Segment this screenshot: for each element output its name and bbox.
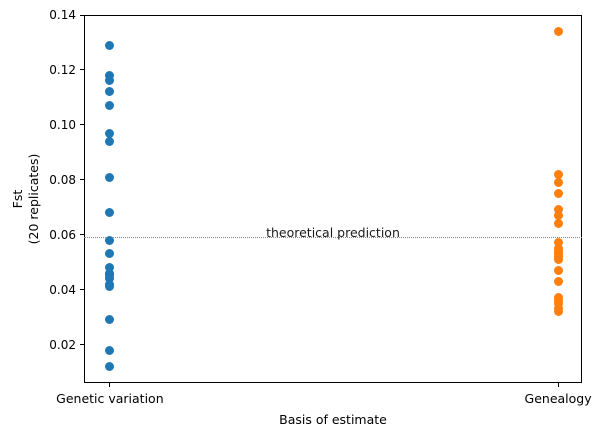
y-tick-label: 0.10 bbox=[49, 117, 76, 132]
data-point bbox=[553, 26, 563, 36]
data-point bbox=[553, 265, 563, 275]
data-point bbox=[105, 315, 115, 325]
data-point bbox=[553, 205, 563, 215]
data-point bbox=[553, 219, 563, 229]
data-point bbox=[105, 282, 115, 292]
data-point bbox=[105, 128, 115, 138]
data-point bbox=[553, 210, 563, 220]
y-tick-label: 0.12 bbox=[49, 62, 76, 77]
data-point bbox=[105, 136, 115, 146]
data-point bbox=[553, 276, 563, 286]
y-tick-mark bbox=[80, 344, 84, 346]
y-tick-mark bbox=[80, 234, 84, 236]
y-tick-mark bbox=[80, 179, 84, 181]
data-point bbox=[105, 362, 115, 372]
data-point bbox=[105, 274, 115, 284]
x-tick-mark bbox=[109, 383, 111, 387]
y-tick-label: 0.02 bbox=[49, 337, 76, 352]
theoretical-prediction-label: theoretical prediction bbox=[266, 225, 400, 241]
y-tick-mark bbox=[80, 69, 84, 71]
y-tick-mark bbox=[80, 14, 84, 16]
data-point bbox=[105, 40, 115, 50]
data-point bbox=[105, 208, 115, 218]
data-point bbox=[553, 169, 563, 179]
data-point bbox=[105, 249, 115, 259]
data-point bbox=[105, 345, 115, 355]
data-point bbox=[105, 172, 115, 182]
x-tick-label-genealogy: Genealogy bbox=[524, 391, 592, 406]
data-point bbox=[105, 87, 115, 97]
x-axis-label: Basis of estimate bbox=[279, 412, 387, 427]
y-tick-mark bbox=[80, 289, 84, 291]
y-tick-label: 0.06 bbox=[49, 227, 76, 242]
data-point bbox=[553, 178, 563, 188]
y-tick-mark bbox=[80, 124, 84, 126]
x-tick-label-genetic-variation: Genetic variation bbox=[56, 391, 164, 406]
plot-area bbox=[84, 15, 582, 383]
data-point bbox=[553, 254, 563, 264]
x-tick-mark bbox=[557, 383, 559, 387]
data-point bbox=[105, 76, 115, 86]
data-point bbox=[105, 70, 115, 80]
y-axis-label-line1: Fst bbox=[10, 189, 25, 209]
data-point bbox=[553, 189, 563, 198]
y-tick-label: 0.04 bbox=[49, 282, 76, 297]
data-point bbox=[553, 307, 563, 317]
data-point bbox=[553, 298, 563, 308]
data-point bbox=[105, 263, 115, 273]
data-point bbox=[105, 235, 115, 245]
theoretical-prediction-line bbox=[84, 236, 582, 238]
data-point bbox=[553, 238, 563, 248]
y-tick-label: 0.08 bbox=[49, 172, 76, 187]
y-tick-label: 0.14 bbox=[49, 8, 76, 22]
data-point bbox=[105, 101, 115, 111]
